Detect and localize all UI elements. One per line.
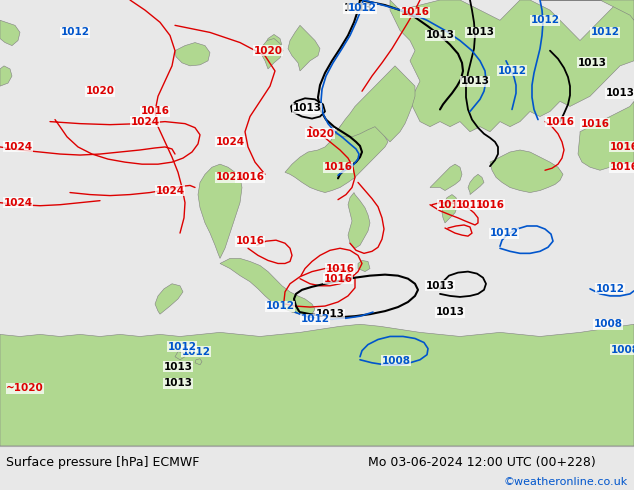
Text: 1016: 1016	[323, 162, 353, 172]
Text: 1013: 1013	[436, 307, 465, 317]
Text: 1024: 1024	[155, 186, 184, 196]
Polygon shape	[195, 359, 202, 365]
Text: 1016: 1016	[609, 162, 634, 172]
Text: 1008: 1008	[611, 344, 634, 355]
Text: 1013: 1013	[164, 378, 193, 388]
Text: 1013: 1013	[425, 281, 455, 291]
Polygon shape	[155, 284, 183, 314]
Polygon shape	[175, 43, 210, 66]
Polygon shape	[220, 258, 315, 316]
Text: 1020: 1020	[254, 46, 283, 56]
Text: 1012: 1012	[590, 27, 619, 37]
Polygon shape	[430, 164, 462, 191]
Text: 1016: 1016	[323, 274, 353, 284]
Text: 1008: 1008	[382, 356, 410, 366]
Polygon shape	[265, 34, 282, 56]
Text: 1016: 1016	[476, 200, 505, 210]
Text: 1024: 1024	[3, 142, 32, 152]
Polygon shape	[600, 0, 634, 20]
Text: 1013: 1013	[605, 88, 634, 98]
Text: 1016: 1016	[455, 200, 484, 210]
Text: 1016: 1016	[581, 119, 609, 129]
Polygon shape	[390, 0, 634, 132]
Text: ~1020: ~1020	[6, 383, 44, 393]
Text: 1020: 1020	[306, 129, 335, 139]
Text: 1013: 1013	[465, 27, 495, 37]
Text: 1016: 1016	[401, 7, 429, 17]
Polygon shape	[468, 174, 484, 195]
Text: 1024: 1024	[3, 197, 32, 208]
Text: 1012: 1012	[595, 284, 624, 294]
Polygon shape	[261, 39, 283, 69]
Text: 1013: 1013	[578, 58, 607, 68]
Text: 1013: 1013	[425, 30, 455, 41]
Text: 1016: 1016	[235, 172, 264, 182]
Text: 1016: 1016	[141, 106, 169, 117]
Text: 1024: 1024	[216, 137, 245, 147]
Text: 1012: 1012	[60, 27, 89, 37]
Text: 1016: 1016	[609, 142, 634, 152]
Polygon shape	[348, 193, 370, 248]
Text: 1008: 1008	[593, 319, 623, 329]
Text: 1016: 1016	[545, 117, 574, 126]
Text: 1012: 1012	[531, 15, 559, 25]
Polygon shape	[198, 164, 242, 258]
Text: 1012: 1012	[266, 301, 295, 311]
Polygon shape	[285, 114, 388, 193]
Text: Surface pressure [hPa] ECMWF: Surface pressure [hPa] ECMWF	[6, 456, 200, 469]
Polygon shape	[0, 20, 20, 46]
Text: 1013: 1013	[164, 362, 193, 372]
Text: 1013: 1013	[344, 3, 373, 13]
Polygon shape	[335, 66, 415, 142]
Text: 1012: 1012	[301, 314, 330, 324]
Text: 1012: 1012	[498, 66, 526, 76]
Text: 1013: 1013	[292, 103, 321, 113]
Text: ©weatheronline.co.uk: ©weatheronline.co.uk	[503, 477, 628, 487]
Polygon shape	[288, 25, 320, 71]
Text: 1012: 1012	[489, 228, 519, 238]
Text: 1012: 1012	[181, 346, 210, 357]
Text: 1016: 1016	[235, 236, 264, 246]
Polygon shape	[490, 150, 563, 193]
Text: 1020: 1020	[86, 86, 115, 96]
Polygon shape	[442, 195, 458, 223]
Polygon shape	[578, 101, 634, 170]
Text: 1012: 1012	[347, 3, 377, 13]
Text: 1012: 1012	[167, 342, 197, 352]
Polygon shape	[0, 66, 12, 86]
Text: Mo 03-06-2024 12:00 UTC (00+228): Mo 03-06-2024 12:00 UTC (00+228)	[368, 456, 595, 469]
Polygon shape	[175, 352, 185, 360]
Text: 1016: 1016	[437, 200, 467, 210]
Polygon shape	[358, 261, 370, 271]
Text: 1013: 1013	[316, 309, 344, 319]
Text: 1024: 1024	[216, 172, 245, 182]
Text: 1016: 1016	[325, 264, 354, 273]
Text: 1024: 1024	[131, 117, 160, 126]
Polygon shape	[0, 324, 634, 446]
Text: 1013: 1013	[460, 76, 489, 86]
